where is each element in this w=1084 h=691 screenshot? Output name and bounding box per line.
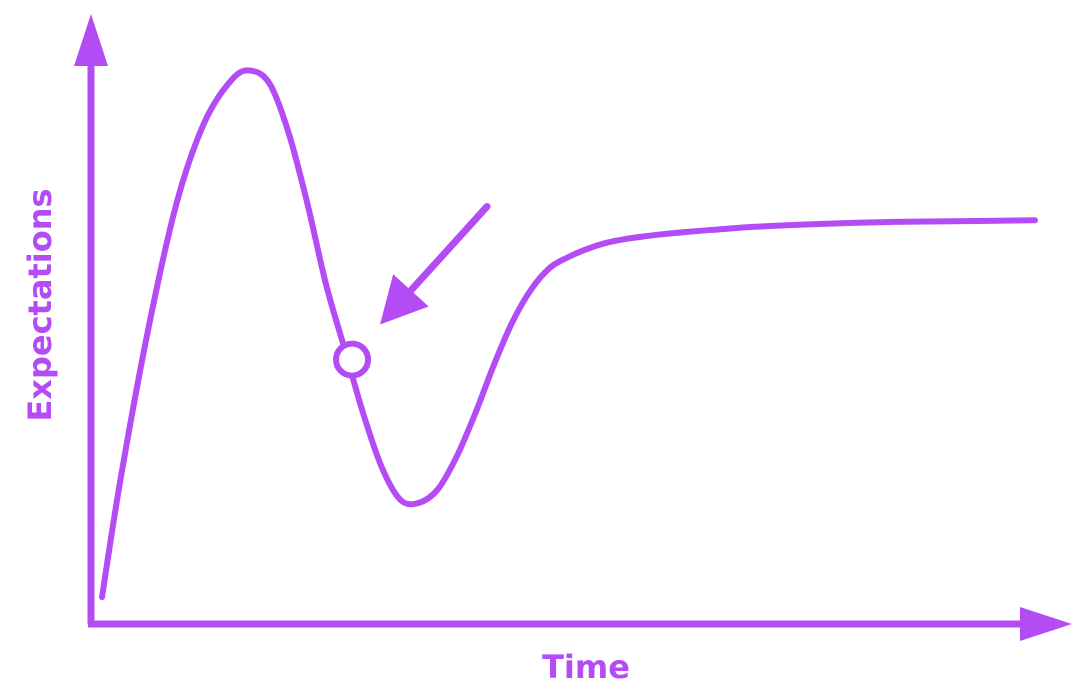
series-layer [99, 67, 1038, 601]
axes [74, 14, 1072, 641]
y-axis-arrowhead [74, 14, 108, 66]
annotations-layer [333, 203, 491, 379]
marker-circle [333, 340, 372, 379]
series-line-0 [99, 67, 1038, 601]
y-axis-label: Expectations [21, 188, 59, 421]
annotation-arrow [380, 203, 491, 325]
arrow-head [380, 274, 429, 325]
arrow-shaft [403, 203, 491, 299]
x-axis-arrowhead [1020, 607, 1072, 641]
x-axis-label: Time [542, 648, 630, 686]
